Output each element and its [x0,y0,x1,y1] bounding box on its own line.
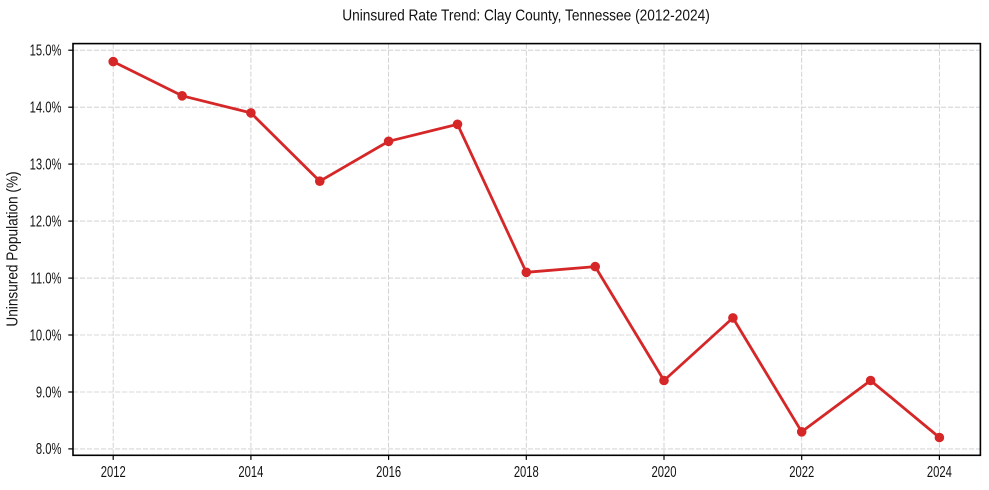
svg-text:2020: 2020 [652,463,677,480]
svg-text:2022: 2022 [789,463,814,480]
svg-text:Uninsured Rate Trend: Clay Cou: Uninsured Rate Trend: Clay County, Tenne… [342,8,710,25]
svg-text:2014: 2014 [238,463,263,480]
svg-text:11.0%: 11.0% [31,270,62,287]
svg-text:9.0%: 9.0% [36,384,62,401]
svg-text:8.0%: 8.0% [36,440,62,457]
svg-text:15.0%: 15.0% [30,42,62,59]
svg-text:2024: 2024 [927,463,952,480]
svg-text:Uninsured Population (%): Uninsured Population (%) [5,171,22,326]
svg-text:13.0%: 13.0% [30,156,62,173]
svg-text:12.0%: 12.0% [30,213,62,230]
svg-text:10.0%: 10.0% [30,327,62,344]
svg-text:2016: 2016 [376,463,401,480]
svg-text:14.0%: 14.0% [30,99,62,116]
svg-text:2012: 2012 [101,463,126,480]
svg-text:2018: 2018 [514,463,539,480]
